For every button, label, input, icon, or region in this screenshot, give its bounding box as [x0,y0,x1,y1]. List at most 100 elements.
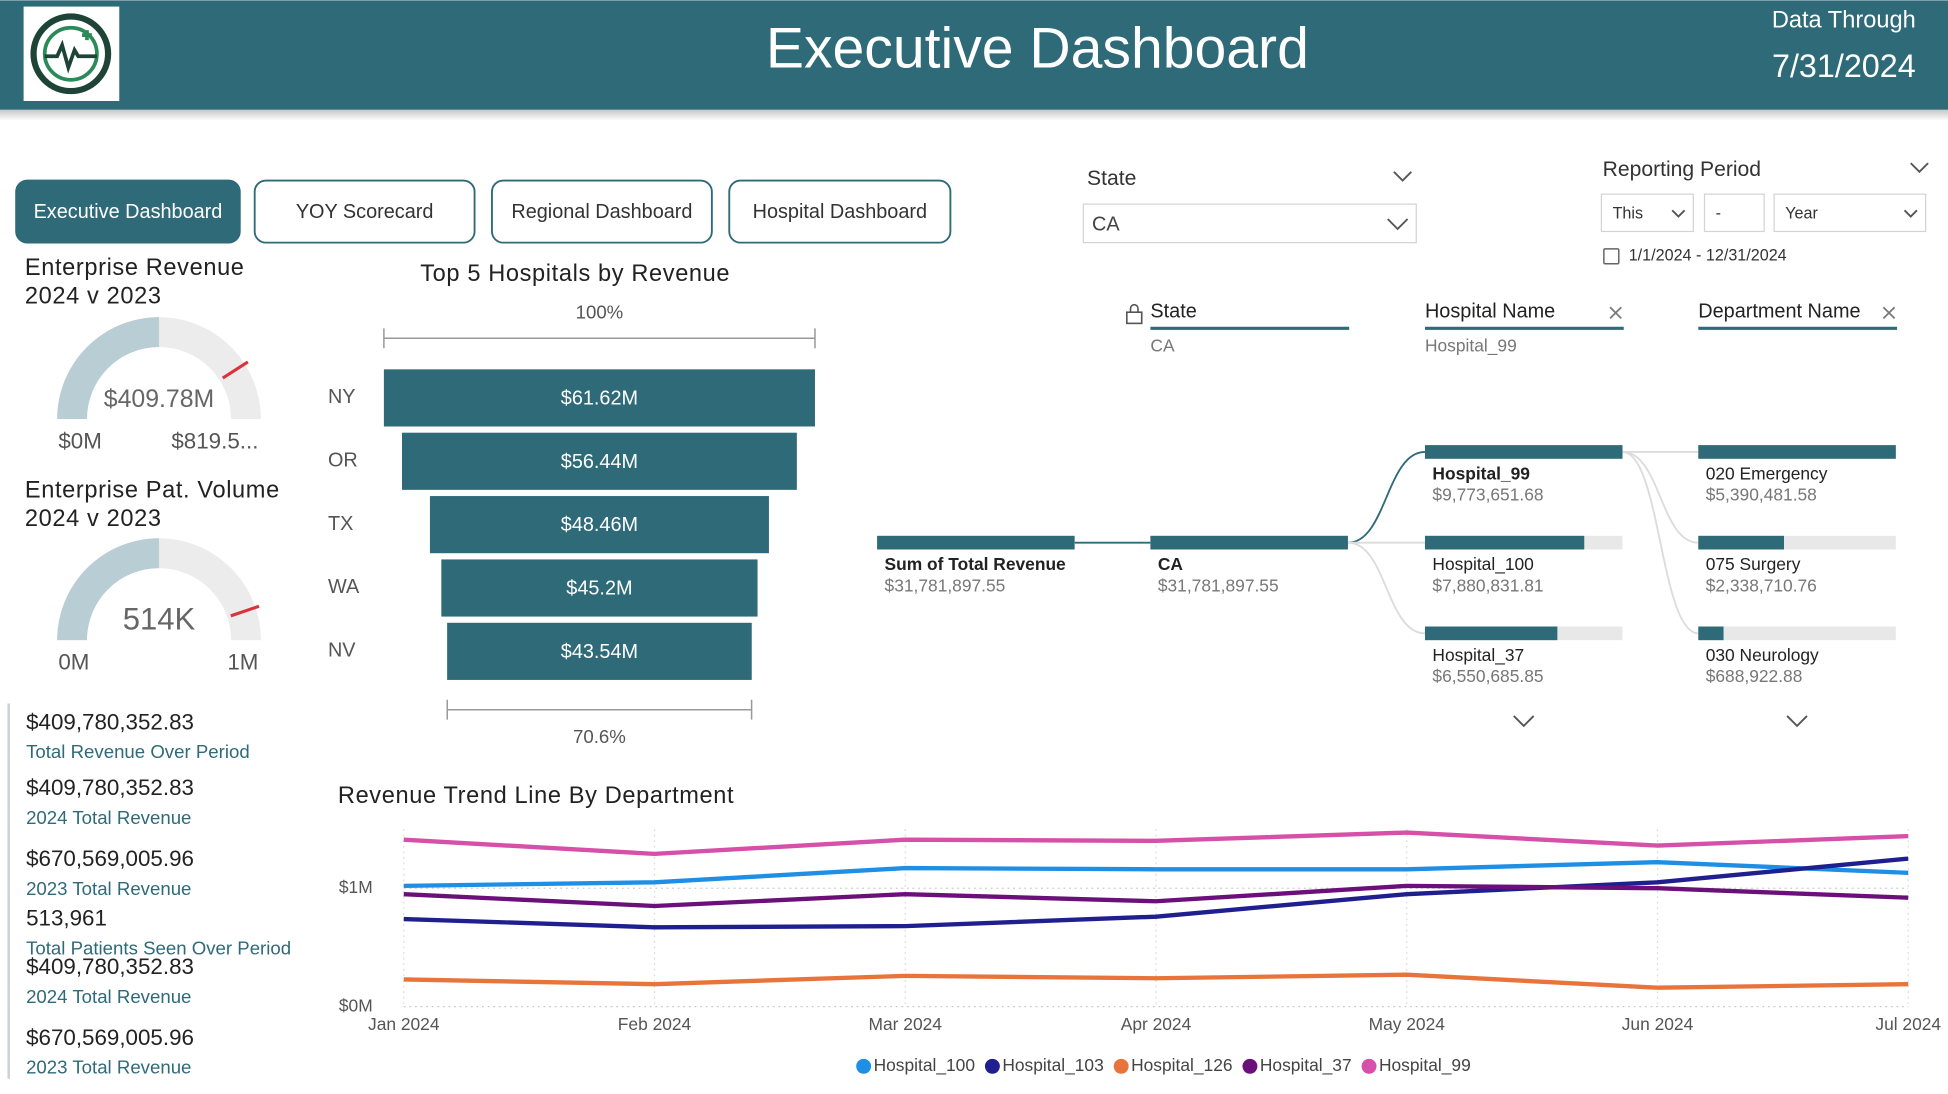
nav-button-label[interactable]: Executive Dashboard [34,201,223,223]
logo-pulse [44,39,97,74]
kpi-label: 2024 Total Revenue [26,807,191,828]
state-slicer-label: State [1087,167,1136,190]
gauge-max-label: 1M [227,650,258,675]
kpi-value: 513,961 [26,906,107,931]
header-shadow [0,109,1948,121]
nav-button[interactable]: YOY Scorecard [253,179,476,244]
nav-button-bg[interactable] [491,179,713,244]
kpi-value: $670,569,005.96 [26,1025,194,1050]
kpi-value: $409,780,352.83 [26,954,194,979]
nav-button[interactable]: Hospital Dashboard [728,179,952,244]
funnel-bar[interactable] [402,432,797,490]
y-tick-label: $0M [339,995,373,1015]
period-dropdown-value: - [1716,204,1721,222]
x-tick-label: Feb 2024 [618,1014,692,1034]
gauge-subtitle: 2024 v 2023 [25,506,162,532]
nav-button-bg[interactable] [15,179,241,244]
legend-label[interactable]: Hospital_99 [1379,1055,1471,1075]
tree-node-value: $5,390,481.58 [1706,485,1817,505]
funnel-bracket [446,699,753,720]
nav-button-bg[interactable] [728,179,952,244]
period-dropdown-value: This [1613,204,1644,222]
clear-filter[interactable] [1609,306,1622,320]
tree-bar[interactable] [1698,445,1896,459]
funnel-share-label: 70.6% [573,726,626,747]
legend-label[interactable]: Hospital_37 [1260,1055,1352,1075]
tree-node-label: Hospital_100 [1432,554,1533,574]
tree-node-value: $31,781,897.55 [885,575,1006,595]
nav-button[interactable]: Regional Dashboard [491,179,713,244]
line-series[interactable] [403,883,1909,909]
legend-label[interactable]: Hospital_100 [874,1055,975,1075]
tree-bar[interactable] [1424,535,1585,550]
legend-marker [984,1058,1000,1074]
legend-marker [1242,1058,1258,1074]
y-tick-label: $1M [339,877,373,897]
tree-expand[interactable] [1513,715,1535,728]
tree-bar[interactable] [1150,535,1348,550]
line-series[interactable] [403,830,1909,857]
funnel-value-label: $56.44M [561,451,638,473]
gauge-fill [57,317,160,420]
state-dropdown-arrow[interactable] [1387,218,1409,231]
logo-plus [81,30,92,41]
nav-button-label[interactable]: YOY Scorecard [296,201,434,223]
tree-node-label: Sum of Total Revenue [885,554,1067,574]
funnel-category: WA [328,576,360,598]
period-dropdown[interactable] [1600,193,1694,233]
period-dropdown[interactable] [1703,193,1765,233]
tree-bar[interactable] [1424,626,1558,641]
x-tick-label: Jun 2024 [1622,1014,1694,1034]
tree-bar[interactable] [1424,445,1623,459]
tree-node-label: 075 Surgery [1706,554,1801,574]
header-bar [0,0,1948,110]
funnel-bar[interactable] [429,496,769,554]
funnel-category: TX [328,513,353,535]
tree-level-filter: CA [1150,336,1175,356]
line-series[interactable] [403,860,1909,889]
kpi-label: Total Revenue Over Period [26,741,250,762]
tree-bar[interactable] [1698,535,1784,550]
funnel-bar[interactable] [447,622,752,680]
tree-level-title: State [1150,300,1196,322]
tree-connector [1622,451,1699,544]
period-dropdown-arrow[interactable] [1671,209,1686,218]
tree-level-filter: Hospital_99 [1425,336,1517,356]
gauge-min-label: 0M [58,650,89,675]
funnel-value-label: $48.46M [561,514,638,536]
nav-button-label[interactable]: Regional Dashboard [511,201,692,223]
period-dropdown[interactable] [1773,193,1927,233]
kpi-label: 2024 Total Revenue [26,986,191,1007]
nav-button[interactable]: Executive Dashboard [15,179,241,244]
clear-filter[interactable] [1882,306,1896,320]
tree-bar[interactable] [877,535,1075,550]
tree-node-label: 030 Neurology [1706,645,1819,665]
legend-label[interactable]: Hospital_126 [1131,1055,1232,1075]
state-dropdown[interactable] [1082,203,1417,244]
reporting-period-label: Reporting Period [1603,158,1761,181]
line-series[interactable] [403,972,1909,990]
chart-title: Revenue Trend Line By Department [338,783,734,809]
x-tick-label: Jul 2024 [1875,1014,1941,1034]
reporting-period-collapse[interactable] [1910,162,1929,174]
funnel-bar[interactable] [383,369,815,427]
tree-bar[interactable] [1698,626,1724,641]
calendar-icon [1603,248,1620,265]
nav-button-bg[interactable] [253,179,476,244]
tree-connector [1622,451,1699,635]
state-slicer-collapse[interactable] [1393,171,1412,182]
kpi-label: Total Patients Seen Over Period [26,937,291,958]
x-tick-label: Mar 2024 [869,1014,943,1034]
funnel-bar[interactable] [441,559,758,617]
content: Executive Dashboard Data Through 7/31/2024… [7,8,1941,1079]
tree-node-label: Hospital_37 [1432,645,1524,665]
line-series[interactable] [403,856,1909,930]
kpi-label: 2023 Total Revenue [26,1057,191,1078]
nav-button-label[interactable]: Hospital Dashboard [753,201,927,223]
funnel-value-label: $43.54M [561,641,638,663]
tree-expand[interactable] [1786,715,1808,728]
funnel-value-label: $45.2M [566,577,632,599]
legend-label[interactable]: Hospital_103 [1002,1055,1103,1075]
period-dropdown-arrow[interactable] [1903,209,1918,218]
